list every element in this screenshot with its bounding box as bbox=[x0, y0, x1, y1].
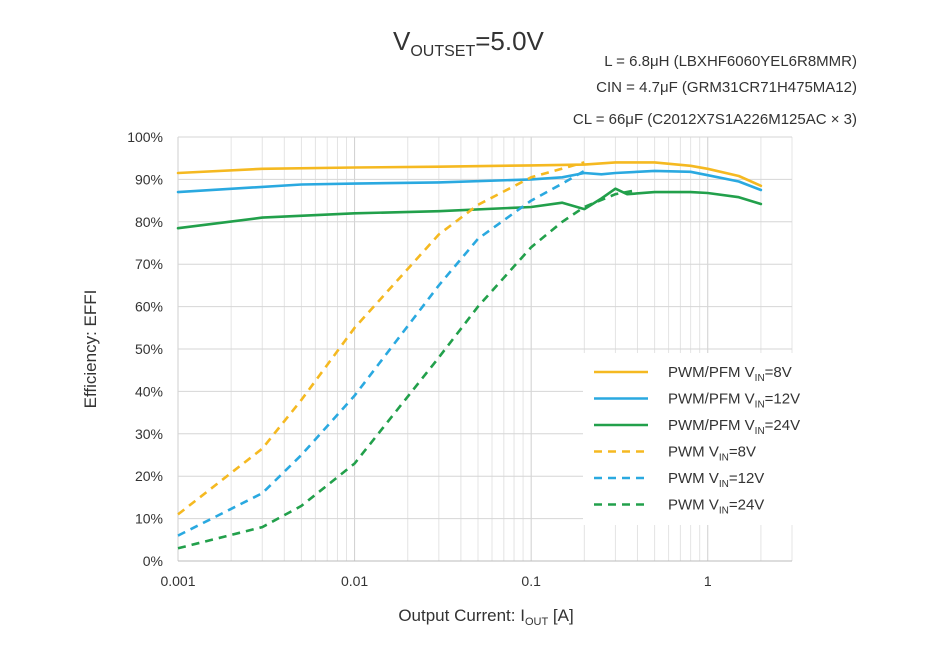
y-tick-label: 40% bbox=[135, 383, 163, 399]
x-tick-label: 0.1 bbox=[521, 573, 541, 589]
y-tick-label: 10% bbox=[135, 511, 163, 527]
legend-label-pre: PWM/PFM V bbox=[668, 417, 755, 434]
y-tick-label: 60% bbox=[135, 299, 163, 315]
legend-label-1: PWM/PFM VIN=8V bbox=[668, 364, 792, 384]
chart-title: VOUTSET=5.0V bbox=[393, 26, 545, 60]
y-tick-label: 90% bbox=[135, 171, 163, 187]
series-lines bbox=[176, 161, 763, 550]
legend-label-sub: IN bbox=[755, 373, 765, 384]
legend-label-sub: IN bbox=[755, 426, 765, 437]
x-tick-label: 1 bbox=[704, 573, 712, 589]
y-axis-label: Efficiency: EFFI bbox=[81, 290, 100, 409]
legend-label-pre: PWM V bbox=[668, 470, 719, 487]
condition-line-3: CL = 66μF (C2012X7S1A226M125AC × 3) bbox=[573, 111, 857, 128]
y-tick-label: 0% bbox=[143, 553, 163, 569]
x-axis-label: Output Current: IOUT [A] bbox=[398, 606, 573, 628]
y-tick-label: 80% bbox=[135, 214, 163, 230]
legend-label-post: =12V bbox=[765, 391, 800, 408]
legend-background bbox=[583, 353, 801, 525]
axes: 0% 10% 20% 30% 40% 50% 60% 70% 80% 90% 100% 0.001 0.… bbox=[127, 129, 792, 589]
series-line-4 bbox=[177, 161, 585, 516]
title-subscript: OUTSET bbox=[410, 43, 475, 60]
series-line-6 bbox=[177, 188, 638, 550]
legend-label-sub: IN bbox=[719, 453, 729, 464]
x-label-subscript: OUT bbox=[525, 616, 549, 628]
condition-line-2: CIN = 4.7μF (GRM31CR71H475MA12) bbox=[596, 79, 857, 96]
legend-label-3: PWM/PFM VIN=24V bbox=[668, 417, 800, 437]
legend-label-5: PWM VIN=12V bbox=[668, 470, 764, 490]
legend-label-pre: PWM/PFM V bbox=[668, 391, 755, 408]
y-tick-label: 100% bbox=[127, 129, 163, 145]
series-line-3 bbox=[176, 187, 763, 230]
x-tick-label: 0.01 bbox=[341, 573, 368, 589]
legend-label-post: =8V bbox=[765, 364, 792, 381]
legend-label-6: PWM VIN=24V bbox=[668, 497, 764, 517]
legend-label-post: =24V bbox=[765, 417, 800, 434]
y-tick-label: 30% bbox=[135, 426, 163, 442]
x-tick-label: 0.001 bbox=[160, 573, 195, 589]
legend-label-pre: PWM V bbox=[668, 444, 719, 461]
title-suffix: =5.0V bbox=[475, 26, 544, 56]
legend-label-post: =12V bbox=[729, 470, 764, 487]
legend-label-sub: IN bbox=[755, 400, 765, 411]
title-prefix: V bbox=[393, 26, 411, 56]
y-tick-label: 20% bbox=[135, 468, 163, 484]
x-label-main: Output Current: I bbox=[398, 606, 525, 625]
legend-label-pre: PWM V bbox=[668, 497, 719, 514]
legend-label-pre: PWM/PFM V bbox=[668, 364, 755, 381]
condition-line-1: L = 6.8μH (LBXHF6060YEL6R8MMR) bbox=[604, 53, 857, 70]
legend-label-post: =24V bbox=[729, 497, 764, 514]
x-label-tail: [A] bbox=[548, 606, 574, 625]
y-tick-label: 70% bbox=[135, 256, 163, 272]
legend-label-post: =8V bbox=[729, 444, 756, 461]
legend-label-4: PWM VIN=8V bbox=[668, 444, 756, 464]
legend-label-sub: IN bbox=[719, 506, 729, 517]
legend-label-sub: IN bbox=[719, 479, 729, 490]
series-line-2 bbox=[176, 169, 763, 194]
y-tick-label: 50% bbox=[135, 341, 163, 357]
series-line-5 bbox=[177, 169, 585, 537]
titles: VOUTSET=5.0V L = 6.8μH (LBXHF6060YEL6R8MM… bbox=[81, 26, 857, 628]
legend-label-2: PWM/PFM VIN=12V bbox=[668, 391, 800, 411]
series-line-1 bbox=[176, 161, 763, 188]
